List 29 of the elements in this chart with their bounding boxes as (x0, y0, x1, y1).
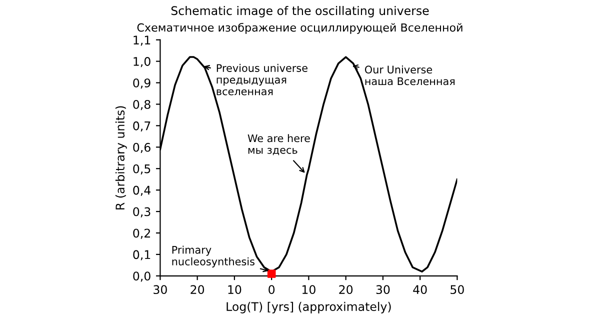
x-tick-label: 30 (154, 285, 167, 294)
y-tick-label: 0,8 (133, 100, 150, 110)
y-axis-title: R (arbitrary units) (115, 106, 127, 210)
y-tick-label: 0,3 (133, 207, 150, 218)
chart-subtitle: Схематичное изображение осциллирующей Вселенной (137, 22, 462, 34)
annotation: Previous universe предыдущая вселенная (216, 64, 308, 96)
y-tick-label: 0,6 (133, 142, 150, 153)
y-tick-label: 0,5 (133, 164, 150, 174)
y-tick-label: 0,0 (133, 272, 150, 282)
annotation: Primary nucleosynthesis (172, 246, 254, 268)
y-tick-label: 1,0 (134, 57, 150, 68)
x-tick-label: 50 (450, 285, 464, 294)
y-tick-label: 0,7 (133, 121, 150, 132)
x-tick-label: 30 (376, 285, 390, 294)
annotation: We are here мы здесь (248, 134, 310, 156)
y-tick-label: 0,9 (133, 78, 150, 89)
annotation: Our Universe наша Вселенная (364, 65, 455, 86)
chart-title: Schematic image of the oscillating universe (171, 6, 429, 18)
x-tick-label: 40 (413, 285, 427, 294)
x-tick-label: 10 (228, 285, 242, 294)
x-tick-label: 0 (268, 285, 275, 294)
y-tick-label: 1,1 (134, 36, 150, 46)
y-tick-label: 0,1 (133, 250, 150, 260)
x-tick-label: 20 (339, 285, 353, 294)
x-tick-label: 20 (190, 285, 204, 294)
y-tick-label: 0,2 (133, 228, 150, 239)
x-tick-label: 10 (302, 285, 316, 294)
x-axis-title: Log(T) [yrs] (approximately) (226, 302, 391, 314)
y-tick-label: 0,4 (133, 186, 151, 196)
